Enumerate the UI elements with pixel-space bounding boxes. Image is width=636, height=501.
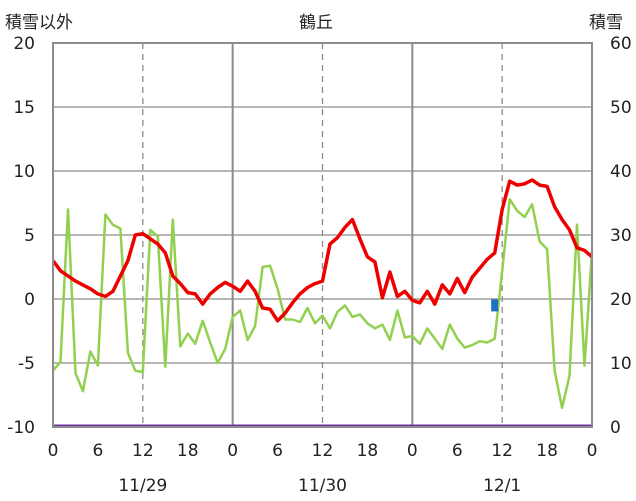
x-tick-label: 6 <box>452 441 463 461</box>
x-tick-label: 0 <box>227 441 238 461</box>
x-tick-label: 6 <box>93 441 104 461</box>
y-right-tick-label: 0 <box>610 418 621 438</box>
date-label: 11/29 <box>118 476 167 496</box>
y-right-tick-label: 30 <box>610 226 632 246</box>
x-tick-label: 12 <box>312 441 334 461</box>
date-label: 12/1 <box>483 476 521 496</box>
x-tick-label: 12 <box>132 441 154 461</box>
y-right-tick-label: 10 <box>610 354 632 374</box>
x-tick-label: 12 <box>491 441 513 461</box>
y-right-tick-label: 40 <box>610 162 632 182</box>
other-line <box>52 197 594 410</box>
x-tick-label: 18 <box>177 441 199 461</box>
chart-title: 鶴丘 <box>299 13 333 33</box>
y-left-tick-label: -5 <box>18 354 35 374</box>
y-left-tick-label: 10 <box>13 162 35 182</box>
y-right-tick-label: 50 <box>610 98 632 118</box>
snow-depth-marker <box>491 299 499 312</box>
x-tick-label: 0 <box>587 441 598 461</box>
date-label: 11/30 <box>298 476 347 496</box>
y-right-tick-label: 60 <box>610 34 632 54</box>
x-tick-label: 0 <box>407 441 418 461</box>
date-labels: 11/29 11/30 12/1 <box>118 476 521 496</box>
y-left-tick-label: 0 <box>24 290 35 310</box>
temperature-line <box>51 178 594 323</box>
x-tick-label: 18 <box>536 441 558 461</box>
x-tick-label: 18 <box>357 441 379 461</box>
y-left-tick-label: 5 <box>24 226 35 246</box>
y-left-tick-label: -10 <box>7 418 35 438</box>
x-tick-label: 6 <box>272 441 283 461</box>
left-axis-title: 積雪以外 <box>5 13 73 33</box>
y-right-tick-label: 20 <box>610 290 632 310</box>
x-tick-label: 0 <box>48 441 59 461</box>
right-axis-title: 積雪 <box>589 13 623 33</box>
plot-frame <box>52 42 593 428</box>
y-left-tick-label: 15 <box>13 98 35 118</box>
y-left-tick-label: 20 <box>13 34 35 54</box>
